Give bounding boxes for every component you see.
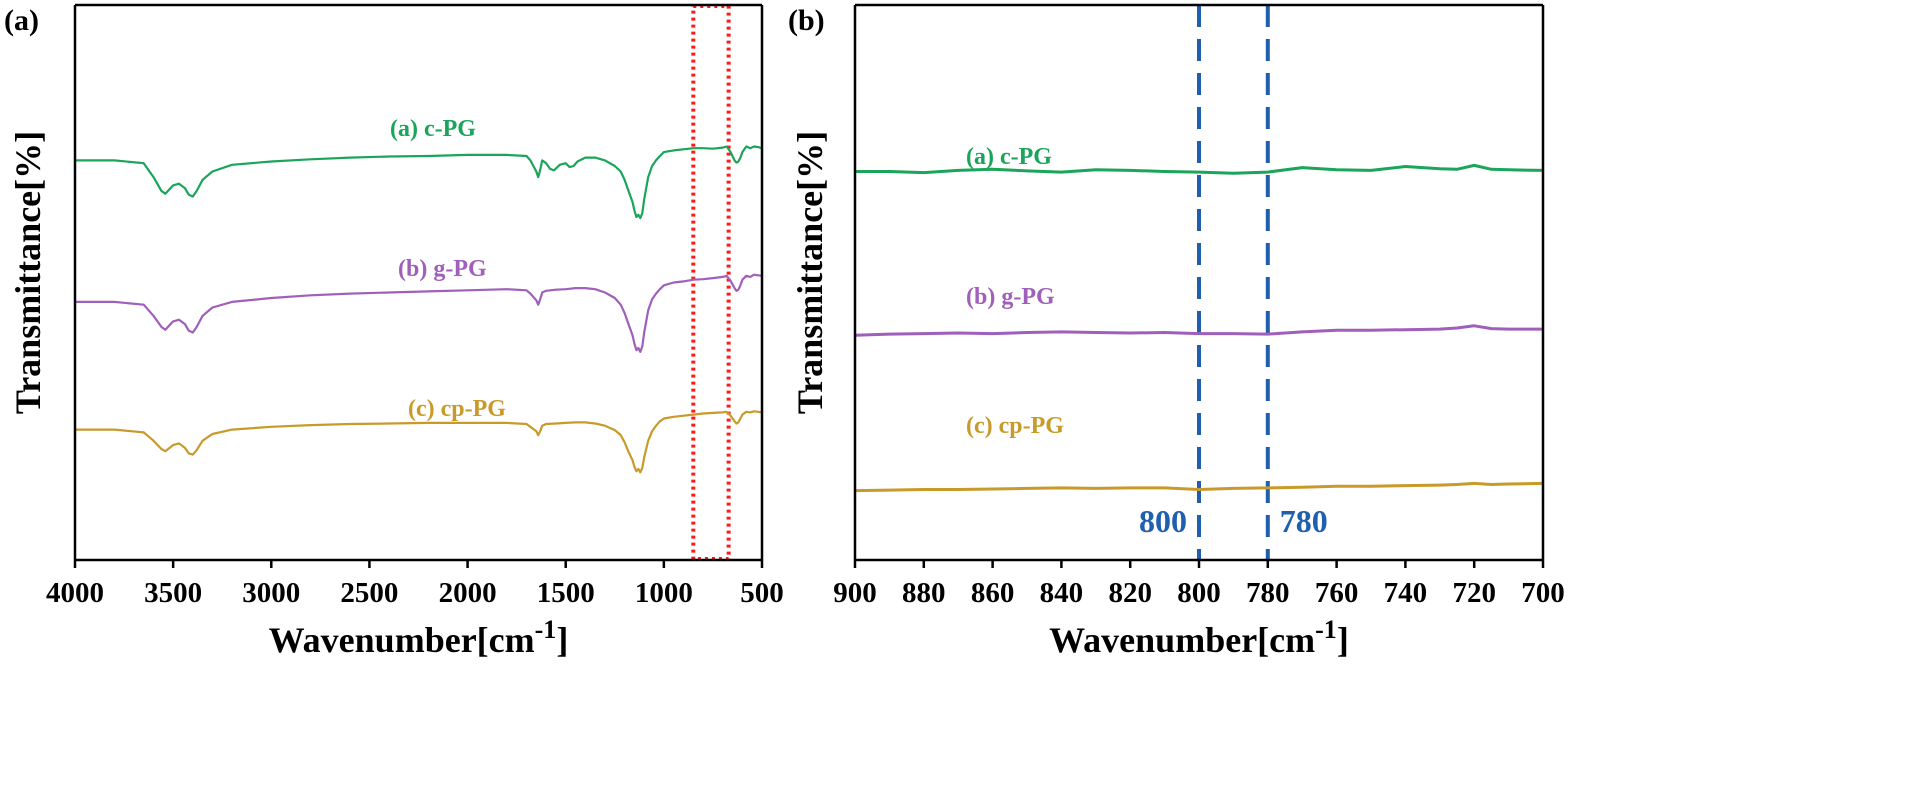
panel-a-x-tick-label-3000: 3000 xyxy=(242,577,300,609)
panel-b-x-tick-label-780: 780 xyxy=(1246,577,1290,609)
panel-a-x-tick-label-1000: 1000 xyxy=(635,577,693,609)
panel-b-series-label-2: (b) g-PG xyxy=(966,284,1055,310)
panel-a-series-label-2: (b) g-PG xyxy=(398,256,487,282)
panel-a-x-tick-label-4000: 4000 xyxy=(46,577,104,609)
panel-a-x-tick-label-2000: 2000 xyxy=(439,577,497,609)
panel-b-x-tick-label-740: 740 xyxy=(1384,577,1428,609)
panel-b-x-tick-label-700: 700 xyxy=(1521,577,1565,609)
panel-b-series-label-3: (c) cp-PG xyxy=(966,413,1064,439)
panel-b-x-tick-label-880: 880 xyxy=(902,577,946,609)
panel-a-series-label-3: (c) cp-PG xyxy=(408,396,506,422)
panel-a-x-tick-label-2500: 2500 xyxy=(340,577,398,609)
panel-a-x-tick-label-1500: 1500 xyxy=(537,577,595,609)
panel-b-reference-label-800: 800 xyxy=(1139,503,1187,539)
panel-b-x-tick-label-720: 720 xyxy=(1452,577,1496,609)
panel-a-series-line-2 xyxy=(75,273,763,353)
panel-a-x-tick-label-3500: 3500 xyxy=(144,577,202,609)
panel-a-y-axis-label: Transmittance[%] xyxy=(8,131,48,414)
panel-b-reference-label-780: 780 xyxy=(1280,503,1328,539)
panel-a-highlight-region xyxy=(691,4,731,561)
panel-a-label: (a) xyxy=(4,4,39,37)
panel-b-x-tick-label-760: 760 xyxy=(1315,577,1359,609)
panel-b-label: (b) xyxy=(788,4,825,37)
panel-a-x-axis-label: Wavenumber[cm-1] xyxy=(269,615,569,660)
panel-b-x-axis-label: Wavenumber[cm-1] xyxy=(1049,615,1349,660)
panel-b-x-tick-label-860: 860 xyxy=(971,577,1015,609)
panel-a-series-label-1: (a) c-PG xyxy=(390,116,476,142)
panel-a-series-line-3 xyxy=(75,410,763,474)
panel-b-x-tick-label-900: 900 xyxy=(833,577,877,609)
panel-b-x-tick-label-820: 820 xyxy=(1108,577,1152,609)
panel-a-series-line-1 xyxy=(75,145,763,220)
panel-b-series-line-3 xyxy=(854,481,1544,493)
panel-b-series-line-1 xyxy=(855,163,1544,175)
panel-b-x-tick-label-800: 800 xyxy=(1177,577,1221,609)
panel-b-series-label-1: (a) c-PG xyxy=(966,144,1052,170)
panel-a-x-tick-label-500: 500 xyxy=(740,577,784,609)
panel-b-y-axis-label: Transmittance[%] xyxy=(790,131,830,414)
panel-b-series-line-2 xyxy=(854,324,1543,337)
panel-b-x-tick-label-840: 840 xyxy=(1040,577,1084,609)
